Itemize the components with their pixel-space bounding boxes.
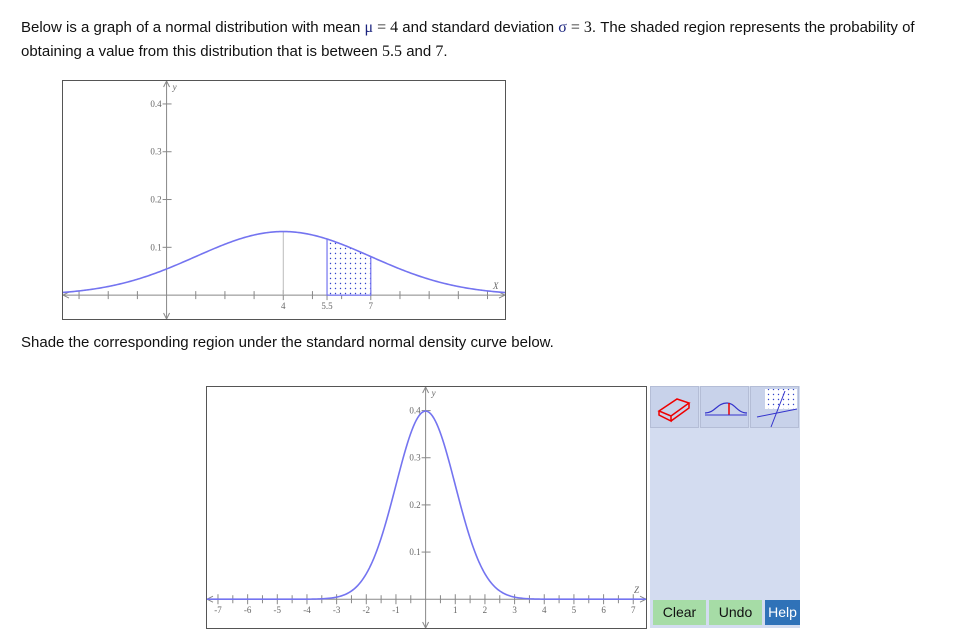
- y-tick-label: 0.4: [409, 406, 421, 416]
- undo-button[interactable]: Undo: [709, 600, 762, 625]
- x-tick-label: -1: [392, 605, 400, 615]
- density-curve: [207, 410, 646, 601]
- x-tick-label: -2: [363, 605, 371, 615]
- math-symbol: μ: [364, 19, 374, 36]
- x-tick-label: -7: [214, 605, 222, 615]
- clear-button[interactable]: Clear: [653, 600, 706, 625]
- x-axis-label: Z: [634, 585, 640, 595]
- y-tick-label: 0.2: [409, 500, 420, 510]
- curve-tool[interactable]: [700, 386, 749, 428]
- eraser-tool[interactable]: [650, 386, 699, 428]
- math: 7: [435, 43, 444, 60]
- math: = 4: [373, 19, 399, 36]
- prompt-text: . The shaded region represents the proba…: [21, 19, 915, 60]
- density-curve: [63, 230, 505, 294]
- prompt-text: and standard deviation: [398, 19, 559, 36]
- x-tick-label: 7: [369, 301, 374, 311]
- axis-arrows: [207, 387, 646, 628]
- x-tick-label: -5: [274, 605, 282, 615]
- x-tick-label: 7: [631, 605, 636, 615]
- help-button[interactable]: Help: [765, 600, 800, 625]
- curve-icon: [704, 402, 748, 416]
- x-tick-label: 4: [281, 301, 286, 311]
- y-tick-label: 0.1: [409, 547, 420, 557]
- x-tick-label: 5: [572, 605, 577, 615]
- axis-arrows: [63, 81, 505, 319]
- y-axis-label: y: [431, 388, 436, 398]
- x-tick-label: 6: [601, 605, 606, 615]
- prompt-text: .: [443, 43, 448, 60]
- y-tick-label: 0.3: [409, 453, 421, 463]
- instruction: Shade the corresponding region under the…: [21, 334, 554, 351]
- y-axis-label: y: [172, 82, 177, 92]
- eraser-icon: [657, 398, 691, 423]
- chart[interactable]: y Z 0.1 0.2 0.3 0.4 -7 -6 -5 -4 -3 -2 -1 1 2 3 4 5 6 7: [206, 386, 647, 629]
- shade-icon: [756, 389, 798, 428]
- y-tick-label: 0.1: [150, 242, 161, 252]
- x-tick-label: 4: [542, 605, 547, 615]
- x-tick-label: -4: [303, 605, 311, 615]
- y-tick-label: 0.3: [150, 147, 162, 157]
- math: = 3: [566, 19, 592, 36]
- x-tick-label: -6: [244, 605, 252, 615]
- shade-tool[interactable]: [750, 386, 799, 428]
- prompt: Below is a graph of a normal distributio…: [21, 16, 921, 64]
- x-tick-label: 1: [453, 605, 458, 615]
- prompt-text: and: [402, 43, 436, 60]
- chart: y X 0.1 0.2 0.3 0.4 4 5.5 7: [62, 80, 506, 320]
- x-tick-label: 5.5: [321, 301, 333, 311]
- y-tick-label: 0.2: [150, 195, 161, 205]
- x-tick-label: -3: [333, 605, 341, 615]
- math-symbol: σ: [558, 19, 567, 36]
- prompt-text: Below is a graph of a normal distributio…: [21, 19, 365, 36]
- math: 5.5: [382, 43, 403, 60]
- x-axis-label: X: [492, 281, 499, 291]
- x-tick-label: 3: [512, 605, 517, 615]
- x-tick-label: 2: [483, 605, 488, 615]
- y-tick-label: 0.4: [150, 99, 162, 109]
- tool-panel: [650, 386, 800, 628]
